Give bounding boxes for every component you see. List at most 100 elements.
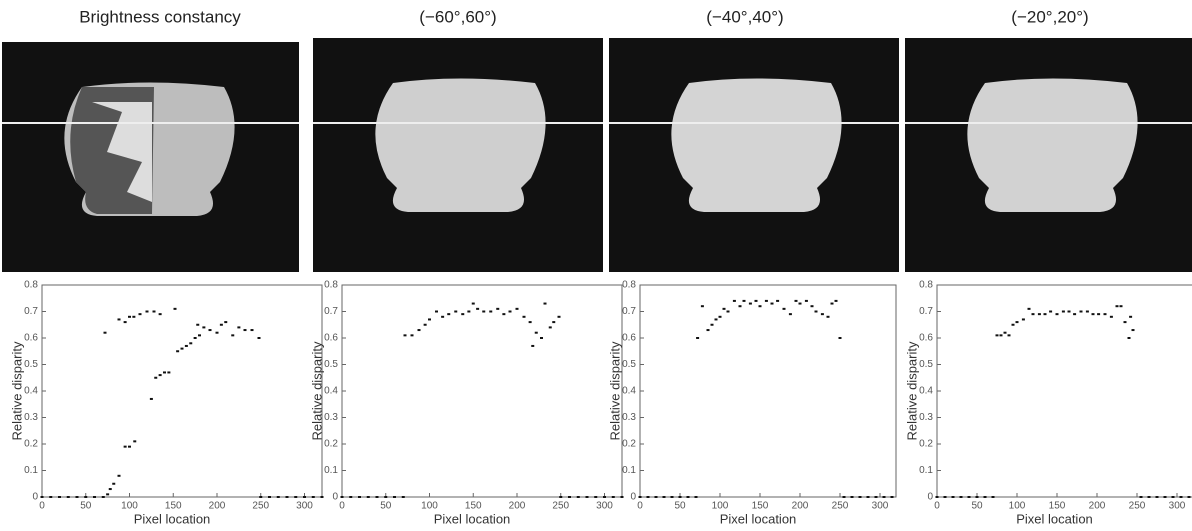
point bbox=[557, 315, 561, 318]
point bbox=[531, 344, 535, 347]
point bbox=[1163, 496, 1167, 498]
point bbox=[133, 440, 137, 443]
point bbox=[476, 307, 480, 310]
point bbox=[303, 496, 306, 498]
y-tick-label: 0.1 bbox=[622, 465, 636, 476]
point bbox=[128, 315, 131, 318]
point bbox=[798, 302, 802, 305]
y-tick-label: 0.6 bbox=[24, 333, 38, 344]
point bbox=[548, 326, 552, 329]
point bbox=[154, 376, 158, 379]
x-tick-label: 300 bbox=[296, 501, 313, 512]
point bbox=[694, 496, 698, 498]
point bbox=[654, 496, 658, 498]
point bbox=[403, 334, 407, 337]
point bbox=[858, 496, 862, 498]
point bbox=[358, 496, 361, 498]
y-tick-label: 0.4 bbox=[24, 386, 38, 397]
point bbox=[215, 331, 219, 334]
x-tick-label: 250 bbox=[552, 501, 569, 512]
point bbox=[106, 493, 110, 496]
point bbox=[540, 337, 543, 339]
x-tick-label: 200 bbox=[509, 501, 526, 512]
point bbox=[738, 305, 742, 308]
y-axis-label: Relative disparity bbox=[607, 341, 622, 440]
point bbox=[101, 496, 105, 498]
point bbox=[1139, 496, 1143, 498]
point bbox=[294, 496, 298, 498]
x-tick-label: 200 bbox=[209, 501, 226, 512]
point bbox=[515, 307, 519, 310]
y-tick-label: 0.7 bbox=[24, 306, 38, 317]
point bbox=[794, 299, 798, 302]
point bbox=[219, 323, 223, 326]
point bbox=[700, 305, 704, 308]
plot: 0 0.1 0.2 0.3 0.4 0.5 0.6 0.7 0.8 0 50 100 150 200 250… bbox=[9, 280, 324, 526]
point bbox=[983, 496, 987, 498]
y-tick-label: 0.4 bbox=[919, 386, 933, 397]
point bbox=[935, 496, 939, 498]
point bbox=[528, 321, 532, 324]
chart-title: (−60°,60°) bbox=[419, 7, 496, 26]
point bbox=[686, 496, 690, 498]
y-axis-label: Relative disparity bbox=[9, 341, 24, 440]
point bbox=[128, 445, 131, 448]
x-tick-label: 50 bbox=[971, 501, 983, 512]
point bbox=[834, 299, 838, 302]
point bbox=[149, 397, 153, 400]
x-tick-label: 0 bbox=[934, 501, 940, 512]
x-tick-label: 150 bbox=[1049, 501, 1066, 512]
point bbox=[620, 496, 624, 498]
y-tick-label: 0.3 bbox=[24, 412, 38, 423]
point bbox=[123, 321, 127, 324]
point bbox=[603, 496, 606, 498]
y-tick-label: 0.1 bbox=[24, 465, 38, 476]
point bbox=[1131, 329, 1135, 332]
point bbox=[231, 334, 235, 337]
point bbox=[196, 323, 200, 326]
point bbox=[788, 313, 792, 316]
point bbox=[393, 496, 396, 498]
point bbox=[250, 329, 254, 332]
point bbox=[158, 313, 162, 316]
x-tick-label: 250 bbox=[1129, 501, 1146, 512]
point bbox=[1115, 305, 1119, 308]
point bbox=[1021, 318, 1025, 321]
plot-frame bbox=[341, 284, 623, 498]
y-tick-label: 0.2 bbox=[622, 439, 636, 450]
point bbox=[710, 323, 714, 326]
point bbox=[447, 313, 451, 316]
plot-frame bbox=[936, 284, 1192, 498]
point bbox=[842, 496, 846, 498]
point bbox=[559, 496, 563, 498]
point bbox=[1003, 331, 1007, 334]
point bbox=[423, 323, 427, 326]
point bbox=[132, 315, 136, 318]
point bbox=[1147, 496, 1151, 498]
point bbox=[1007, 334, 1011, 337]
point bbox=[202, 326, 206, 329]
x-tick-label: 200 bbox=[792, 501, 809, 512]
point bbox=[714, 318, 718, 321]
point bbox=[66, 496, 70, 498]
point bbox=[1091, 313, 1095, 316]
point bbox=[112, 482, 116, 485]
point bbox=[441, 315, 445, 318]
point bbox=[820, 313, 824, 316]
point bbox=[435, 310, 438, 313]
point bbox=[758, 305, 762, 308]
point bbox=[830, 302, 834, 305]
point bbox=[995, 334, 999, 337]
point bbox=[552, 321, 556, 324]
point bbox=[93, 496, 96, 498]
point bbox=[1011, 323, 1015, 326]
point bbox=[224, 321, 228, 324]
point bbox=[401, 496, 405, 498]
point bbox=[508, 310, 512, 313]
point bbox=[276, 496, 280, 498]
y-tick-label: 0.4 bbox=[622, 386, 636, 397]
x-tick-label: 100 bbox=[121, 501, 138, 512]
point bbox=[158, 374, 162, 377]
point bbox=[534, 331, 538, 334]
